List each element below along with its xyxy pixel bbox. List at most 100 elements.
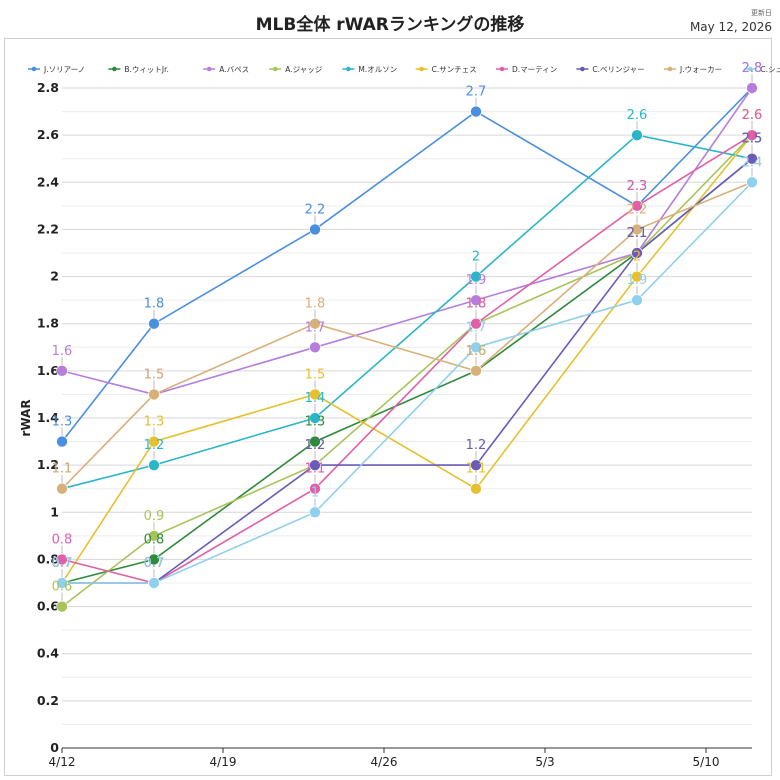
legend-swatch-dot: [272, 66, 278, 72]
legend-label: B.ウィットJr.: [124, 65, 169, 74]
data-point: [56, 365, 68, 377]
legend-swatch-dot: [499, 66, 505, 72]
x-tick-label: 4/26: [371, 755, 398, 769]
y-tick-label: 1.8: [37, 316, 59, 331]
series-line: [61, 87, 753, 396]
legend-item: C.ベリンジャー: [576, 65, 645, 74]
data-points: [56, 82, 758, 613]
data-label: 1.2: [144, 438, 165, 453]
data-label: 1.8: [144, 297, 165, 312]
data-labels: 1.3 1.8 2.2 2.7 2.3 2.8 0.7 0.8 1.3 1.6 2.1 2.5 1.6 1…: [52, 61, 763, 601]
chart-title: MLB全体 rWARランキングの推移: [255, 15, 525, 35]
data-point: [309, 341, 321, 354]
legend-item: C.サンチェス: [415, 65, 477, 74]
data-point: [631, 247, 643, 259]
data-label: 2.8: [742, 61, 763, 76]
data-label: 1.1: [305, 462, 326, 477]
series-line: [61, 134, 753, 584]
data-point: [56, 577, 68, 589]
data-label: 1.7: [305, 320, 326, 335]
data-label: 1.9: [466, 273, 487, 288]
data-point: [470, 482, 482, 495]
legend-item: J.ソリアーノ: [28, 65, 85, 74]
data-label: 1.2: [305, 438, 326, 453]
data-point: [746, 129, 758, 141]
data-label: 0.7: [52, 556, 73, 571]
data-point: [309, 459, 321, 471]
data-label: 0.7: [52, 556, 73, 571]
legend-item: A.ジャッジ: [269, 65, 323, 74]
data-label: 0.8: [144, 532, 165, 547]
y-tick-label: 1.4: [37, 410, 59, 425]
data-label: 2.4: [742, 155, 763, 170]
data-point: [746, 176, 758, 189]
legend-item: B.ウィットJr.: [108, 65, 169, 74]
data-point: [470, 459, 482, 471]
data-point: [746, 152, 758, 165]
legend-label: A.ジャッジ: [285, 65, 323, 74]
data-label: 2.6: [742, 108, 763, 123]
data-label: 2.5: [742, 132, 763, 147]
data-point: [148, 577, 160, 589]
data-label: 1.3: [52, 415, 73, 430]
data-label: 1.6: [466, 344, 487, 359]
data-point: [56, 600, 68, 613]
legend-label: A.バペス: [219, 65, 249, 74]
data-point: [631, 294, 643, 306]
data-point: [746, 82, 758, 94]
data-point: [631, 270, 643, 283]
data-point: [148, 459, 160, 471]
y-tick-label: 0.6: [37, 599, 59, 614]
updated-info: 更新日 May 12, 2026: [690, 8, 772, 34]
legend-swatch-dot: [419, 66, 424, 72]
data-label: 2.7: [466, 85, 487, 100]
legend-item: J.ウォーカー: [664, 65, 722, 74]
data-label: 2.6: [742, 108, 763, 123]
series-line: [61, 134, 753, 584]
data-label: 0.7: [144, 556, 165, 571]
y-axis-title: rWAR: [19, 399, 33, 436]
series-line: [61, 181, 753, 490]
data-label: 1.2: [466, 438, 487, 453]
y-tick-label: 1.6: [37, 363, 59, 378]
data-point: [309, 223, 321, 236]
data-label: 1.3: [305, 415, 326, 430]
series-line: [61, 134, 753, 608]
series-line: [61, 87, 753, 443]
x-tick-label: 4/19: [210, 755, 237, 769]
data-label: 0.7: [144, 556, 165, 571]
legend-label: C.シュリトラー: [760, 65, 780, 74]
data-label: 2.5: [742, 132, 763, 147]
data-point: [470, 341, 482, 354]
data-label: 0.7: [52, 556, 73, 571]
data-point: [148, 435, 160, 448]
legend-swatch-dot: [667, 66, 673, 72]
data-label: 2.2: [305, 202, 326, 217]
data-point: [148, 388, 160, 401]
series-lines: [61, 87, 753, 608]
legend-swatch-dot: [748, 66, 753, 72]
series-line: [62, 181, 753, 584]
data-point: [309, 482, 321, 495]
legend-item: D.マーティン: [496, 65, 557, 74]
data-label: 2: [633, 250, 641, 265]
legend-swatch-dot: [206, 66, 212, 72]
y-tick-label: 2.2: [37, 221, 59, 236]
data-label: 1.8: [466, 297, 487, 312]
data-label: 2: [472, 250, 480, 265]
data-label: 2.5: [742, 132, 763, 147]
updated-label: 更新日: [751, 9, 772, 17]
legend-swatch-dot: [346, 66, 351, 72]
y-tick-label: 2.6: [37, 127, 59, 142]
legend-label: C.サンチェス: [432, 65, 477, 74]
data-point: [309, 506, 321, 519]
axes: 0 0.2 0.4 0.6 0.8 1 1.2 1.4 1.6 1.8 2 2.2 2.4 2.6 2.8 4…: [19, 80, 752, 769]
data-label: 2.1: [627, 226, 648, 241]
data-label: 0.7: [144, 556, 165, 571]
data-point: [309, 317, 321, 330]
data-label: 2.6: [742, 108, 763, 123]
data-label: 2.2: [627, 202, 648, 217]
legend-item: C.シュリトラー: [744, 65, 780, 74]
data-label: 1.6: [52, 344, 73, 359]
